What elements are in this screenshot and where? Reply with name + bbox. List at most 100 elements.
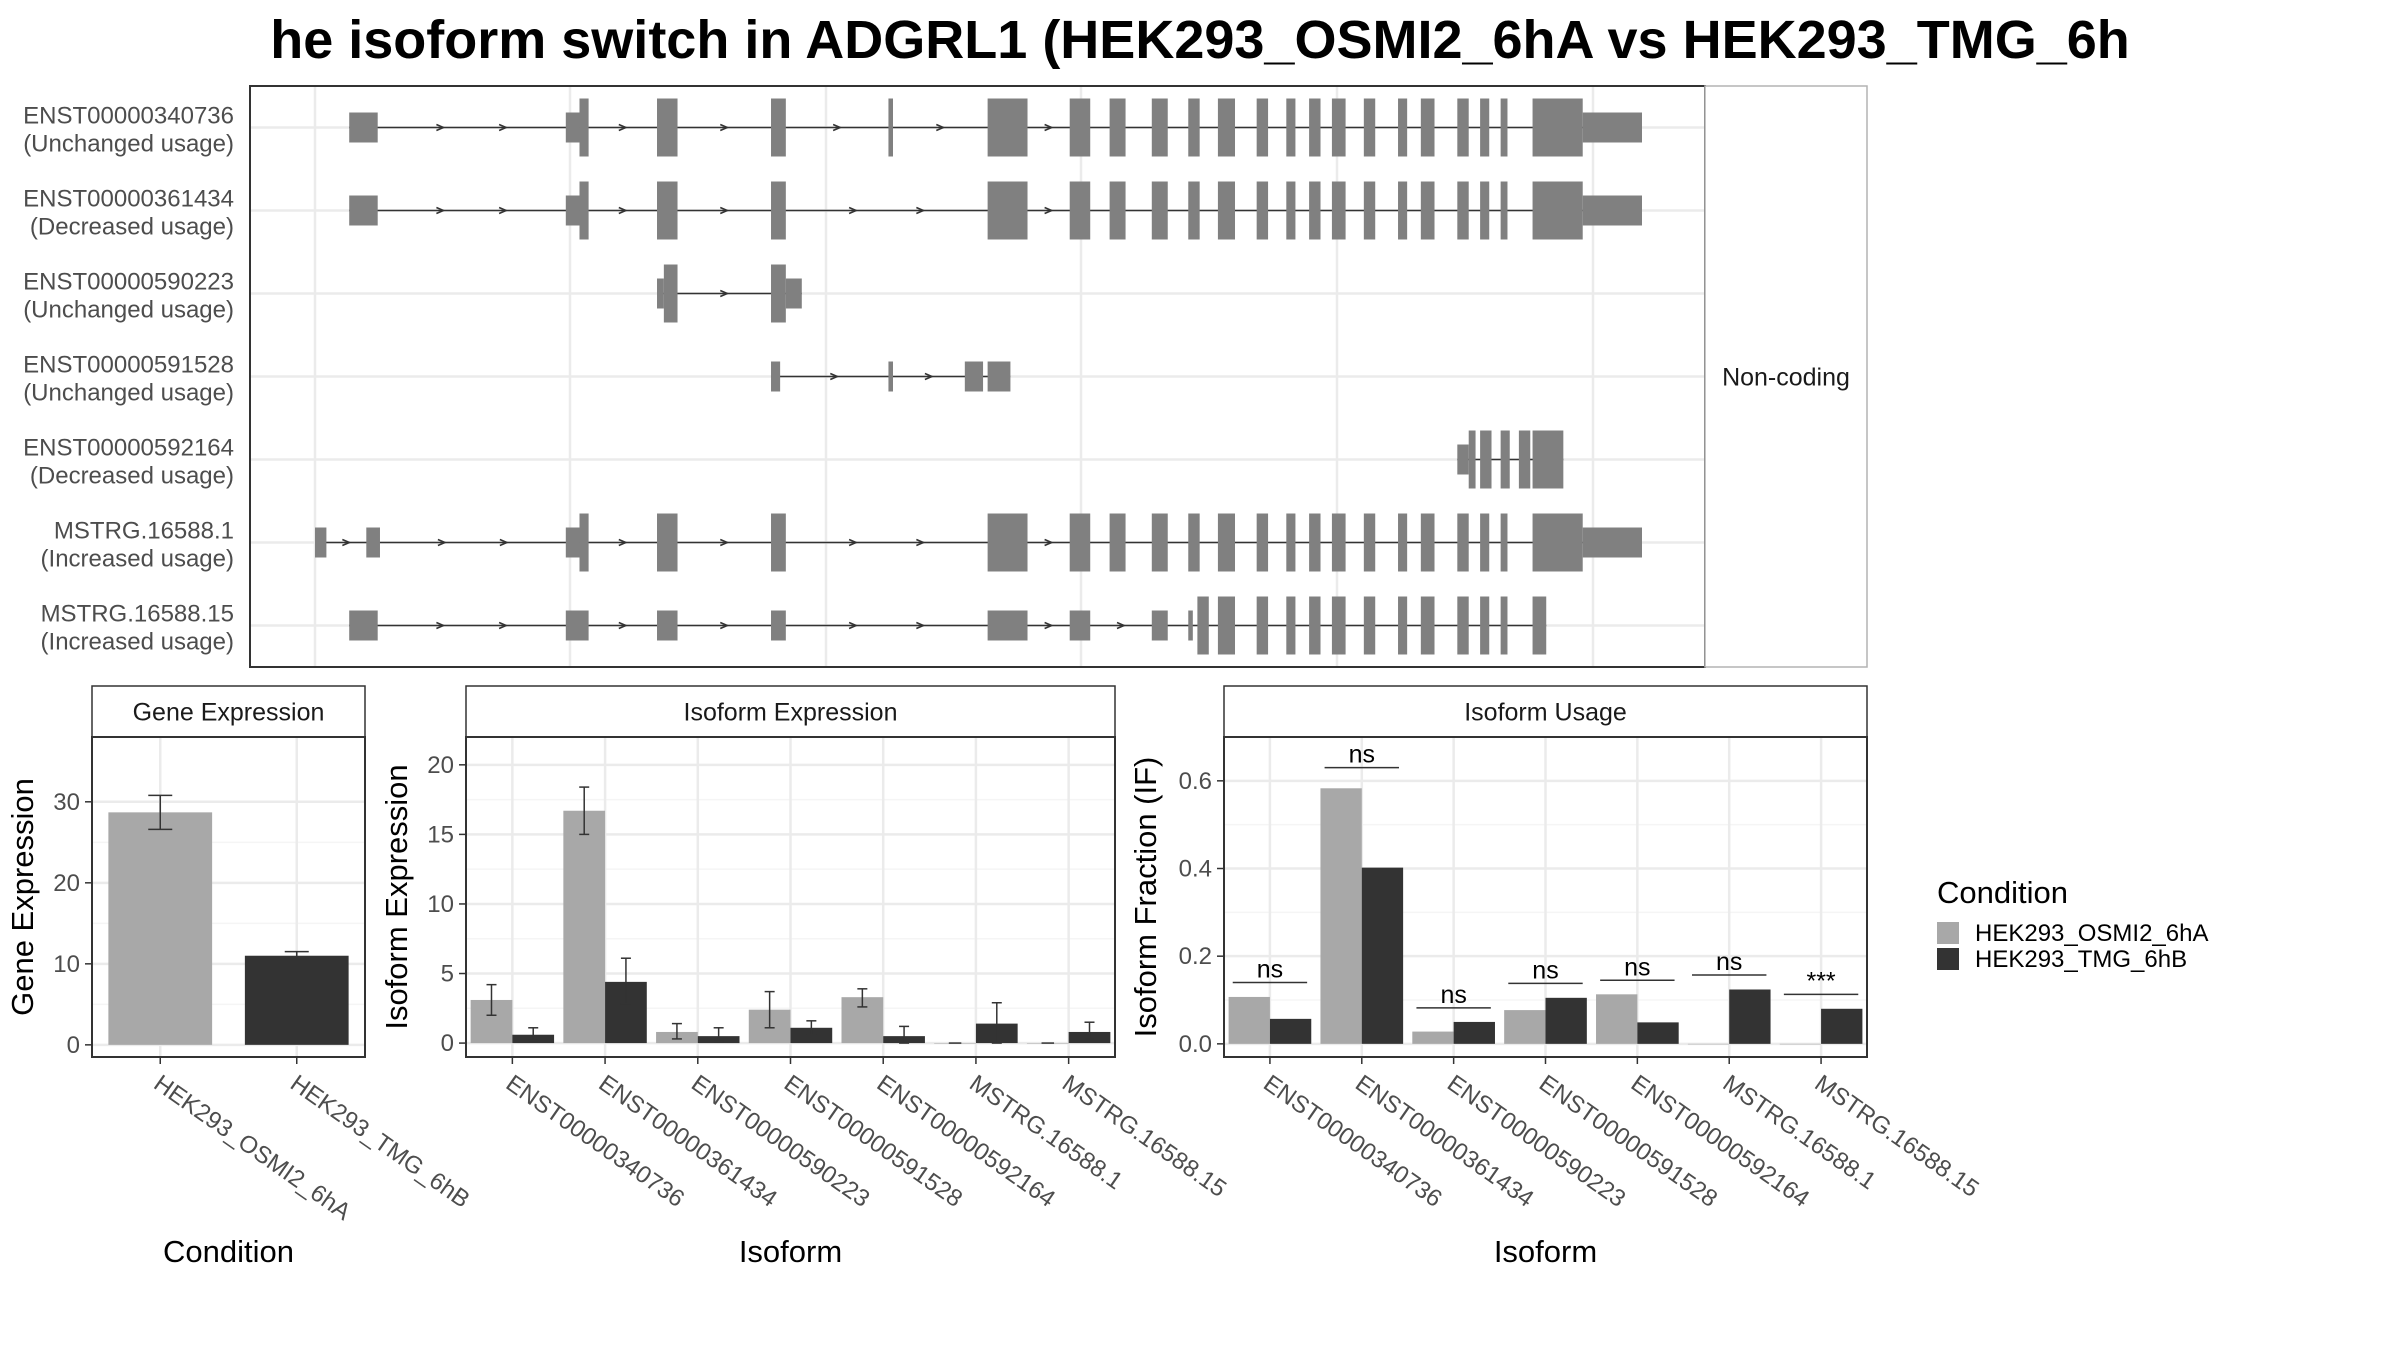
exon	[1331, 596, 1346, 655]
strand-arrow	[1044, 206, 1054, 215]
y-tick-label: 30	[53, 789, 80, 816]
strand-arrow	[618, 538, 628, 547]
bar	[1637, 1022, 1679, 1044]
exon	[1480, 181, 1490, 240]
exon	[657, 610, 678, 641]
exon	[1256, 98, 1269, 157]
x-axis-title: Isoform	[739, 1234, 842, 1269]
isoform-row	[349, 98, 1642, 157]
exon	[771, 181, 786, 240]
bar	[1504, 1010, 1546, 1044]
significance-label: ***	[1806, 967, 1835, 995]
exon	[579, 513, 589, 572]
exon	[978, 361, 984, 392]
isoform-row	[349, 596, 1547, 655]
y-tick-label: 15	[427, 821, 454, 848]
strand-arrow	[498, 621, 509, 630]
y-axis-title: Isoform Fraction (IF)	[1128, 757, 1163, 1038]
y-axis-title: Isoform Expression	[379, 764, 414, 1029]
exon	[349, 610, 378, 641]
exon	[1069, 513, 1091, 572]
isoform-label-id: MSTRG.16588.15	[41, 601, 234, 628]
strand-arrow	[719, 289, 730, 298]
isoform-label-id: ENST00000361434	[23, 186, 234, 213]
exon	[1480, 513, 1490, 572]
exon	[1151, 513, 1168, 572]
x-tick-label: MSTRG.16588.15	[1810, 1070, 1984, 1203]
significance-label: ns	[1532, 956, 1558, 984]
exon	[1582, 195, 1642, 226]
facet-strip	[1223, 685, 1868, 738]
strand-arrow	[719, 621, 730, 630]
strand-arrow	[1044, 123, 1054, 132]
exon	[565, 195, 580, 226]
legend-swatch	[1937, 948, 1959, 970]
facet-label-noncoding: Non-coding	[1722, 364, 1850, 392]
bar	[108, 812, 213, 1045]
exon	[1500, 181, 1508, 240]
exon	[987, 181, 1028, 240]
exon	[1188, 98, 1200, 157]
isoform-row	[771, 361, 1011, 392]
strand-arrow	[935, 123, 946, 132]
isoform-label-usage: (Decreased usage)	[30, 463, 234, 490]
strand-arrow	[1116, 621, 1127, 630]
exon	[565, 112, 580, 143]
exon	[771, 361, 781, 392]
significance-label: ns	[1349, 741, 1375, 769]
exon	[1217, 98, 1236, 157]
exon	[1151, 98, 1168, 157]
exon	[349, 112, 378, 143]
strand-arrow	[498, 123, 509, 132]
y-axis-title: Gene Expression	[5, 778, 40, 1016]
y-tick-label: 0	[67, 1032, 80, 1059]
exon	[964, 361, 979, 392]
exon	[1256, 181, 1269, 240]
x-axis-title: Isoform	[1494, 1234, 1597, 1269]
exon	[1286, 513, 1296, 572]
strand-arrow	[437, 538, 447, 547]
exon	[1420, 513, 1435, 572]
y-tick-label: 20	[427, 752, 454, 779]
facet-strip	[91, 685, 366, 738]
strand-arrow	[832, 123, 843, 132]
exon	[771, 513, 786, 572]
gene-structure-panel: ENST00000340736(Unchanged usage) ENST0000…	[23, 85, 1868, 668]
exon	[1331, 181, 1346, 240]
exon	[785, 278, 802, 309]
exon	[1286, 596, 1296, 655]
exon	[1309, 181, 1321, 240]
bar	[244, 955, 349, 1045]
exon	[1286, 181, 1296, 240]
exon	[1480, 430, 1492, 489]
strand-arrow	[618, 206, 628, 215]
strand-arrow	[829, 372, 840, 381]
exon	[1398, 181, 1408, 240]
exon	[657, 278, 664, 309]
exon	[1457, 181, 1469, 240]
isoform-row	[657, 264, 802, 323]
exon	[1069, 98, 1091, 157]
facet-strip-label: Gene Expression	[133, 699, 325, 727]
exon	[315, 527, 327, 558]
exon	[1309, 596, 1321, 655]
isoform-label-id: ENST00000592164	[23, 435, 234, 462]
strand-arrow	[916, 621, 926, 630]
bar	[1729, 989, 1771, 1044]
bar	[563, 810, 606, 1044]
exon	[1109, 513, 1126, 572]
strand-arrow	[1044, 621, 1054, 630]
y-tick-label: 0	[441, 1030, 454, 1057]
legend-label: HEK293_OSMI2_6hA	[1975, 920, 2208, 947]
isoform-row	[349, 181, 1642, 240]
x-axis-title: Condition	[163, 1234, 294, 1269]
isoform-label-usage: (Unchanged usage)	[23, 131, 234, 158]
exon	[1256, 513, 1269, 572]
isoform-label-id: ENST00000590223	[23, 269, 234, 296]
bar	[1412, 1031, 1454, 1044]
significance-label: ns	[1624, 953, 1650, 981]
isoform-label-id: ENST00000340736	[23, 103, 234, 130]
bar	[1821, 1008, 1863, 1044]
exon	[888, 361, 893, 392]
